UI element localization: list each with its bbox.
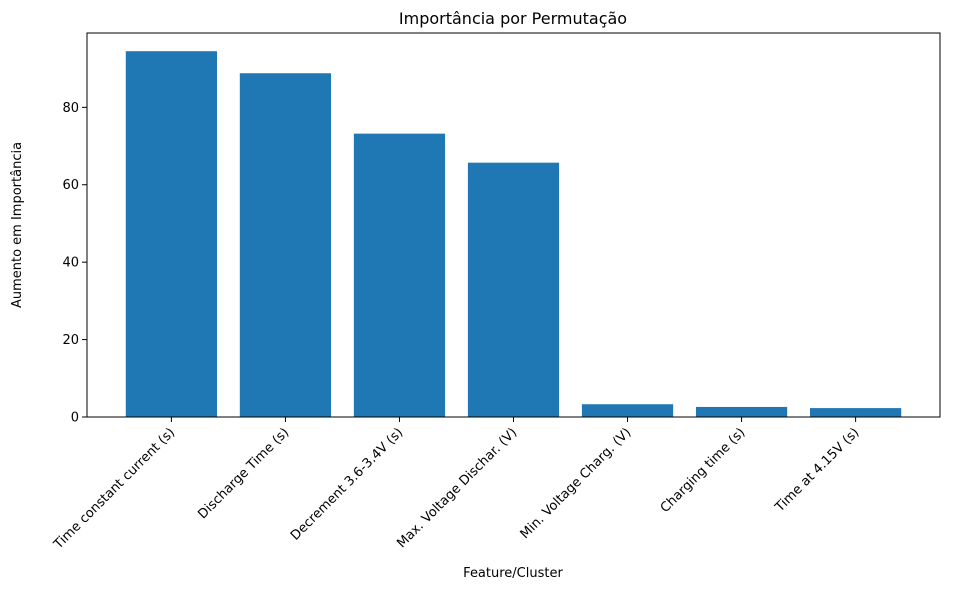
x-axis-label: Feature/Cluster [463, 566, 563, 581]
y-tick-label: 20 [62, 333, 79, 348]
x-tick-label: Time at 4.15V (s) [772, 425, 863, 516]
x-axis-ticks: Time constant current (s) Discharge Time … [51, 417, 863, 553]
x-tick-label: Min. Voltage Charg. (V) [518, 425, 635, 542]
bar [353, 133, 446, 418]
bar [695, 406, 788, 417]
chart-title: Importância por Permutação [399, 9, 627, 28]
bar [809, 408, 902, 417]
x-tick-label: Time constant current (s) [51, 425, 179, 553]
plot-frame [86, 32, 941, 418]
bars-group [125, 51, 902, 418]
x-tick-label: Charging time (s) [658, 425, 749, 516]
y-tick-label: 80 [62, 101, 79, 116]
x-tick-label: Discharge Time (s) [195, 425, 292, 522]
y-axis-ticks: 0 20 40 60 80 [62, 101, 87, 426]
y-tick-label: 40 [62, 256, 79, 271]
x-tick-label: Decrement 3.6-3.4V (s) [288, 425, 406, 543]
y-tick-label: 0 [71, 411, 79, 426]
bar [239, 73, 332, 418]
y-axis-label: Aumento em Importância [10, 142, 25, 308]
bar [125, 51, 218, 418]
x-tick-label: Max. Voltage Dischar. (V) [394, 425, 520, 551]
bar [581, 404, 674, 417]
y-tick-label: 60 [62, 178, 79, 193]
bar [467, 162, 560, 417]
